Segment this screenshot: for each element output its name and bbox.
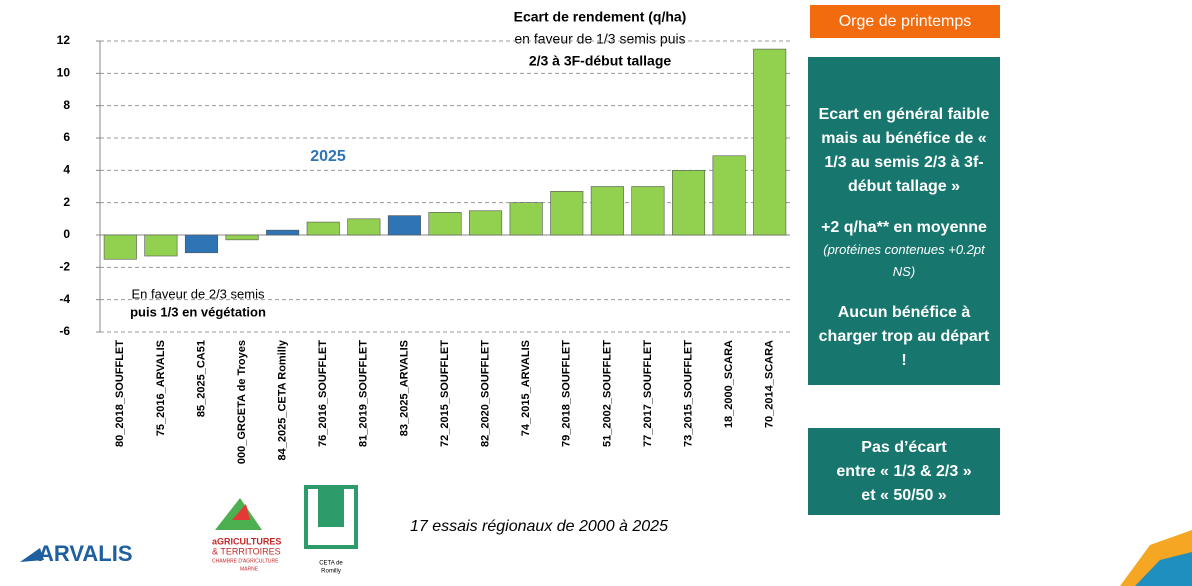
header: Orge de printemps [810, 5, 1000, 38]
x-tick-label: 73_2015_SOUFFLET [682, 340, 694, 447]
x-tick-label: 76_2016_SOUFFLET [317, 340, 329, 447]
bar [306, 221, 340, 236]
y-tick-label: -4 [59, 292, 70, 306]
x-tick-label: 000_GRCETA de Troyes [236, 340, 248, 464]
bar [712, 155, 746, 236]
x-tick-label: 18_2000_SCARA [723, 340, 735, 428]
bar [266, 229, 300, 236]
y-tick-label: 6 [63, 130, 70, 144]
bar [144, 234, 178, 257]
panel-line: entre « 1/3 & 2/3 » [836, 463, 972, 480]
x-tick-label: 72_2015_SOUFFLET [439, 340, 451, 447]
panel-line: et « 50/50 » [861, 487, 947, 504]
panel-line: Pas d’écart [861, 439, 947, 456]
x-tick-label: 74_2015_ARVALIS [520, 340, 532, 436]
logo-text: CETA de [319, 561, 343, 567]
summary: Ecart en général faible mais au bénéfice… [818, 106, 990, 195]
logo-text: & TERRITOIRES [212, 546, 281, 556]
annotation: En faveur de 2/3 semis [132, 286, 265, 301]
x-tick-label: 70_2014_SCARA [764, 340, 776, 428]
x-tick-label: 85_2025_CA51 [195, 340, 207, 417]
bar [753, 48, 787, 236]
x-tick-label: 79_2018_SOUFFLET [561, 340, 573, 447]
average: +2 q/ha** en moyenne [821, 219, 987, 236]
x-tick-label: 83_2025_ARVALIS [398, 340, 410, 436]
bar [469, 210, 503, 236]
y-tick-label: -6 [59, 324, 70, 338]
y-tick-label: 2 [63, 195, 70, 209]
note: (protéines contenues +0.2pt NS) [823, 242, 985, 279]
x-tick-label: 51_2002_SOUFFLET [601, 340, 613, 447]
warning: Aucun bénéfice à charger trop au départ … [818, 304, 990, 369]
bar [428, 212, 462, 236]
logo-arvalis: ARVALIS [20, 541, 133, 566]
bar [387, 215, 421, 236]
logo-text: MARNE [240, 566, 259, 572]
y-tick-label: 8 [63, 98, 70, 112]
bar [347, 218, 381, 236]
y-tick-label: 4 [63, 163, 70, 177]
bar [590, 186, 624, 236]
bar [225, 234, 259, 241]
x-tick-label: 82_2020_SOUFFLET [479, 340, 491, 447]
bar [509, 202, 543, 236]
bar [184, 234, 219, 254]
x-tick-label: 75_2016_ARVALIS [155, 340, 167, 436]
logo-text: aGRICULTURES [212, 536, 281, 546]
panel: Ecart en général faible mais au bénéfice… [808, 57, 1000, 385]
logo-text: CHAMBRE D'AGRICULTURE [212, 558, 279, 564]
y-tick-label: -2 [59, 260, 70, 274]
y-tick-label: 10 [57, 66, 71, 80]
annotation: 2025 [310, 148, 346, 165]
annotation: en faveur de 1/3 semis puis [514, 31, 685, 47]
bar [631, 186, 665, 236]
x-tick-label: 77_2017_SOUFFLET [642, 340, 654, 447]
annotation: 2/3 à 3F-début tallage [529, 53, 672, 69]
logo-text: Romilly [321, 569, 341, 575]
x-tick-label: 80_2018_SOUFFLET [114, 340, 126, 447]
bar [671, 170, 706, 236]
bar [103, 234, 137, 260]
panel: Pas d’écart entre « 1/3 & 2/3 » et « 50/… [808, 428, 1000, 515]
annotation: Ecart de rendement (q/ha) [514, 9, 687, 25]
y-tick-label: 0 [63, 227, 70, 241]
logo-chambre: aGRICULTURES & TERRITOIRES CHAMBRE D'AGR… [212, 498, 281, 572]
logo-text: ARVALIS [38, 541, 133, 566]
logo-ceta: CETA de Romilly [304, 485, 358, 575]
y-tick-label: 12 [57, 33, 71, 47]
annotation: puis 1/3 en végétation [130, 304, 266, 319]
bar [550, 191, 584, 236]
x-tick-label: 84_2025_CETA Romilly [277, 339, 289, 460]
caption: 17 essais régionaux de 2000 à 2025 [410, 518, 668, 535]
x-tick-label: 81_2019_SOUFFLET [358, 340, 370, 447]
